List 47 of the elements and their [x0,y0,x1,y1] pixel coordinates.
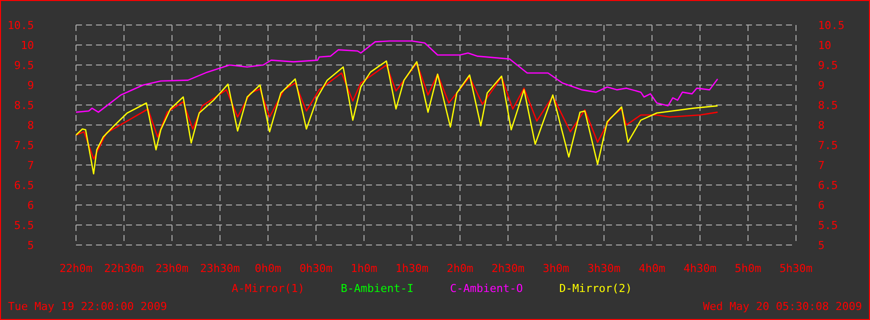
x-tick-label: 3h30m [587,262,621,275]
y2-tick-label: 6 [818,199,825,212]
x-tick-label: 23h0m [155,262,189,275]
x-tick-label: 5h30m [779,262,813,275]
y2-tick-label: 9.5 [818,59,838,72]
x-tick-label: 3h0m [542,262,570,275]
x-tick-label: 0h0m [254,262,282,275]
y-tick-label: 8.5 [14,99,34,112]
x-tick-label: 0h30m [299,262,333,275]
text: C-Ambient-O [450,282,523,295]
y2-tick-label: 7 [818,159,825,172]
y-tick-label: 7.5 [14,139,34,152]
x-tick-label: 2h0m [446,262,474,275]
y2-tick-label: 8.5 [818,99,838,112]
y-tick-label: 6 [27,199,34,212]
text: D-Mirror(2) [559,282,632,295]
y2-tick-label: 5.5 [818,219,838,232]
y2-tick-label: 6.5 [818,179,838,192]
y2-tick-label: 7.5 [818,139,838,152]
y-tick-label: 9 [27,79,34,92]
x-tick-label: 23h30m [200,262,240,275]
y2-tick-label: 10 [818,39,832,52]
y-tick-label: 5 [27,239,34,252]
x-tick-label: 4h0m [638,262,666,275]
x-tick-label: 4h30m [683,262,717,275]
x-tick-label: 1h0m [350,262,378,275]
line-series [75,40,718,113]
y-tick-label: 6.5 [14,179,34,192]
y-tick-label: 10.5 [8,19,34,32]
x-tick-label: 1h30m [395,262,429,275]
x-tick-label: 5h0m [734,262,762,275]
x-tick-label: 22h0m [59,262,93,275]
text: Tue May 19 22:00:00 2009 [8,300,167,313]
legend-label: B-Ambient-I [340,282,414,295]
y-tick-label: 5.5 [14,219,34,232]
y-tick-label: 8 [27,119,34,132]
y2-tick-label: 9 [818,79,825,92]
text: Wed May 20 05:30:08 2009 [703,300,862,313]
y-tick-label: 10 [20,39,34,52]
y2-tick-label: 10.5 [818,19,844,32]
text: A-Mirror(1) [232,282,304,295]
x-tick-label: 22h30m [104,262,144,275]
y2-tick-label: 5 [818,239,825,252]
y-tick-label: 9.5 [14,59,34,72]
y2-tick-label: 8 [818,119,825,132]
x-tick-label: 2h30m [491,262,525,275]
y-tick-label: 7 [27,159,34,172]
